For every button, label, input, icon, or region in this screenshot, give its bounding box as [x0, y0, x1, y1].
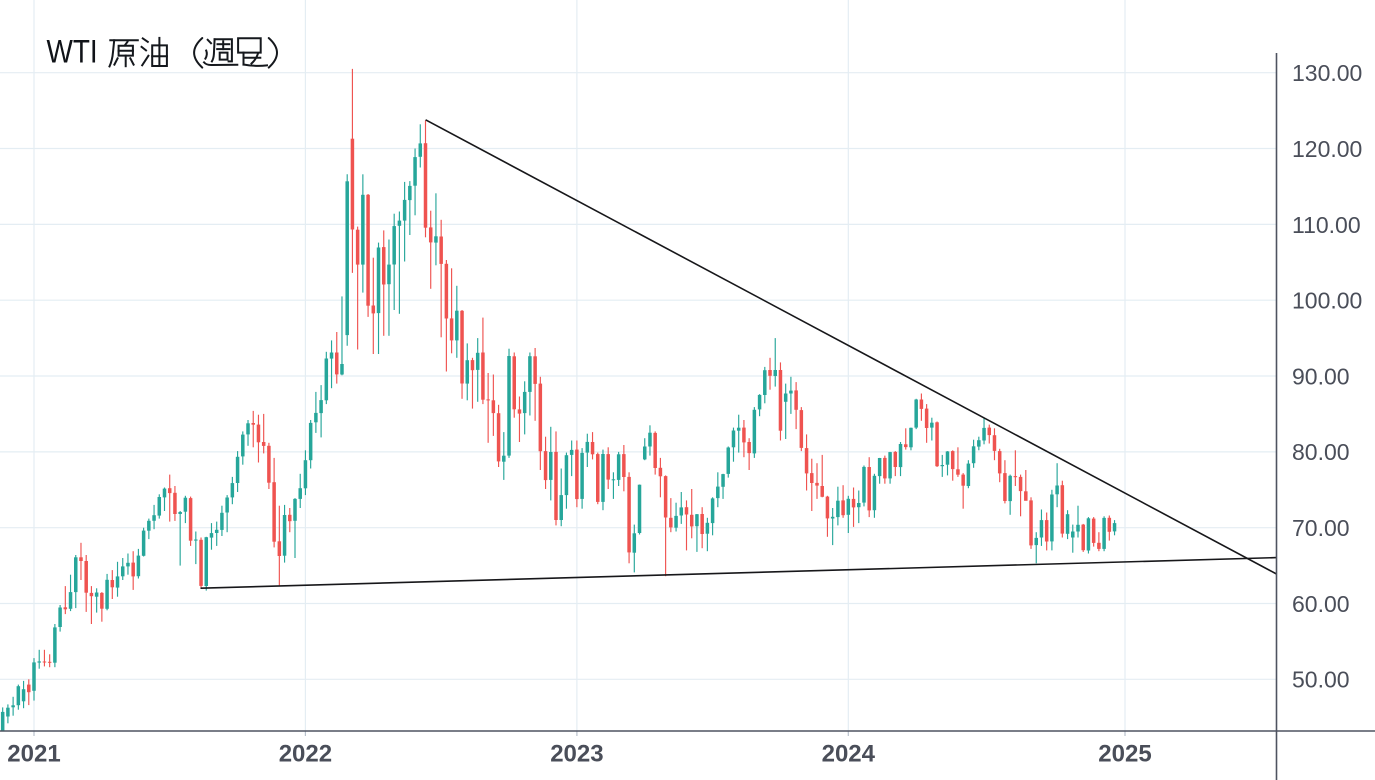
svg-text:100.00: 100.00 — [1292, 288, 1362, 314]
svg-text:2023: 2023 — [550, 741, 603, 768]
svg-text:90.00: 90.00 — [1292, 363, 1350, 389]
svg-text:60.00: 60.00 — [1292, 591, 1350, 617]
svg-text:2024: 2024 — [822, 741, 876, 768]
svg-text:120.00: 120.00 — [1292, 136, 1362, 162]
svg-text:70.00: 70.00 — [1292, 515, 1350, 541]
svg-text:WTI: WTI — [47, 33, 98, 69]
svg-text:2022: 2022 — [279, 741, 332, 768]
svg-text:80.00: 80.00 — [1292, 439, 1350, 465]
svg-text:2021: 2021 — [7, 741, 60, 768]
svg-text:110.00: 110.00 — [1292, 212, 1361, 238]
svg-text:130.00: 130.00 — [1292, 60, 1362, 86]
svg-text:2025: 2025 — [1098, 741, 1151, 768]
svg-text:50.00: 50.00 — [1292, 667, 1350, 693]
